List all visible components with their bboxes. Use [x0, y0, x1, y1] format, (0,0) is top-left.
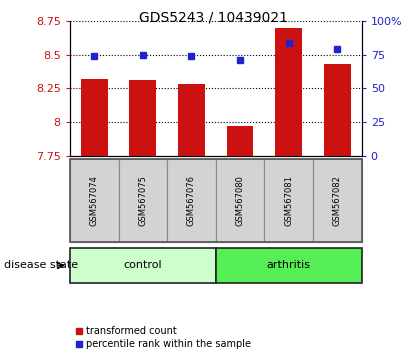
Text: GSM567081: GSM567081	[284, 176, 293, 226]
Bar	[275, 28, 302, 156]
Bar	[216, 248, 362, 283]
Text: arthritis: arthritis	[267, 261, 311, 270]
Bar	[70, 248, 216, 283]
Bar	[178, 85, 205, 156]
Bar	[129, 80, 156, 156]
Bar	[313, 159, 362, 242]
Text: GSM567075: GSM567075	[139, 176, 147, 226]
Text: GDS5243 / 10439021: GDS5243 / 10439021	[139, 11, 288, 25]
Text: GSM567080: GSM567080	[236, 176, 245, 226]
Text: GSM567082: GSM567082	[333, 176, 342, 226]
Text: GSM567074: GSM567074	[90, 176, 99, 226]
Bar	[81, 79, 108, 156]
Bar	[118, 159, 167, 242]
Text: GSM567076: GSM567076	[187, 175, 196, 227]
Bar	[324, 64, 351, 156]
Bar	[70, 159, 118, 242]
Text: disease state: disease state	[4, 261, 78, 270]
Bar	[167, 159, 216, 242]
Bar	[264, 159, 313, 242]
Legend: transformed count, percentile rank within the sample: transformed count, percentile rank withi…	[75, 326, 252, 349]
Bar	[216, 159, 264, 242]
Text: control: control	[124, 261, 162, 270]
Bar	[227, 126, 254, 156]
